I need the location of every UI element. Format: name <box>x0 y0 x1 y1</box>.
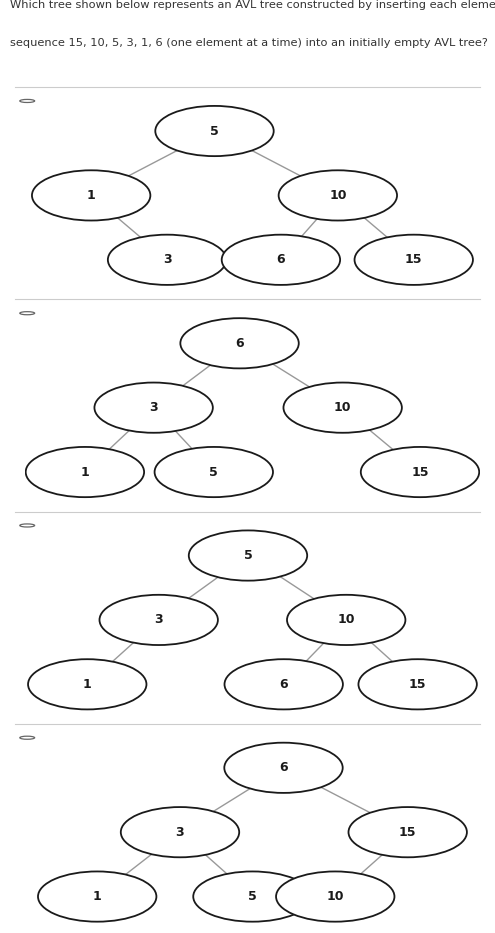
Ellipse shape <box>32 171 150 220</box>
Ellipse shape <box>38 871 156 922</box>
Ellipse shape <box>276 871 395 922</box>
Text: 6: 6 <box>279 761 288 774</box>
Text: 1: 1 <box>83 677 92 690</box>
Ellipse shape <box>180 318 299 369</box>
Ellipse shape <box>361 447 479 497</box>
Text: 10: 10 <box>334 401 351 414</box>
Ellipse shape <box>279 171 397 220</box>
Ellipse shape <box>358 660 477 709</box>
Text: 6: 6 <box>277 253 285 266</box>
Ellipse shape <box>26 447 144 497</box>
Ellipse shape <box>224 743 343 793</box>
Ellipse shape <box>99 595 218 645</box>
Text: 1: 1 <box>93 890 101 903</box>
Ellipse shape <box>225 660 343 709</box>
Text: 15: 15 <box>411 466 429 479</box>
Text: 5: 5 <box>209 466 218 479</box>
Ellipse shape <box>189 531 307 580</box>
Text: sequence 15, 10, 5, 3, 1, 6 (one element at a time) into an initially empty AVL : sequence 15, 10, 5, 3, 1, 6 (one element… <box>10 38 488 49</box>
Text: 3: 3 <box>149 401 158 414</box>
Text: 5: 5 <box>210 124 219 137</box>
Text: 6: 6 <box>235 337 244 350</box>
Ellipse shape <box>20 524 35 527</box>
Ellipse shape <box>20 312 35 314</box>
Text: 10: 10 <box>329 188 346 202</box>
Text: 6: 6 <box>279 677 288 690</box>
Ellipse shape <box>108 235 226 285</box>
Text: 15: 15 <box>405 253 423 266</box>
Ellipse shape <box>121 807 239 857</box>
Text: 1: 1 <box>81 466 89 479</box>
Ellipse shape <box>28 660 147 709</box>
Ellipse shape <box>154 447 273 497</box>
Ellipse shape <box>287 595 405 645</box>
Ellipse shape <box>284 383 402 433</box>
Ellipse shape <box>95 383 213 433</box>
Ellipse shape <box>20 100 35 103</box>
Text: 15: 15 <box>399 826 416 839</box>
Text: Which tree shown below represents an AVL tree constructed by inserting each elem: Which tree shown below represents an AVL… <box>10 0 495 10</box>
Ellipse shape <box>222 235 340 285</box>
Ellipse shape <box>348 807 467 857</box>
Text: 10: 10 <box>327 890 344 903</box>
Text: 5: 5 <box>244 549 252 562</box>
Ellipse shape <box>155 106 274 156</box>
Ellipse shape <box>20 736 35 739</box>
Text: 3: 3 <box>176 826 184 839</box>
Text: 1: 1 <box>87 188 96 202</box>
Ellipse shape <box>193 871 312 922</box>
Text: 15: 15 <box>409 677 426 690</box>
Text: 5: 5 <box>248 890 257 903</box>
Ellipse shape <box>354 235 473 285</box>
Text: 3: 3 <box>154 613 163 626</box>
Text: 10: 10 <box>338 613 355 626</box>
Text: 3: 3 <box>163 253 171 266</box>
